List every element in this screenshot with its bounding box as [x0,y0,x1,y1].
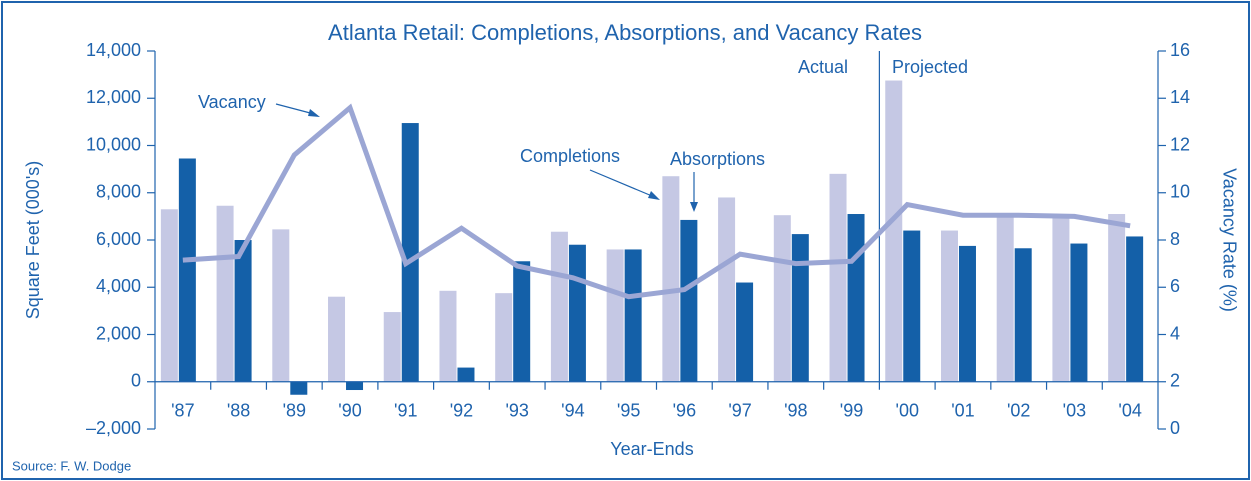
y-tick-label: 14,000 [86,40,141,60]
x-tick-label: '91 [394,401,417,421]
y-tick-label: 10,000 [86,134,141,154]
y2-tick-label: 12 [1170,134,1190,154]
bar [940,230,958,382]
arrows [275,103,698,212]
x-tick-label: '01 [951,401,974,421]
bar [383,312,401,382]
y2-axis-label: Vacancy Rate (%) [1219,168,1239,312]
bar [513,261,531,382]
bar [495,293,513,382]
bar [718,197,736,382]
bar [885,80,903,382]
bar [847,214,865,382]
y-tick-label: 8,000 [96,182,141,202]
bar [216,205,234,382]
x-tick-label: '00 [896,401,919,421]
x-tick-label: '04 [1118,401,1141,421]
bar [624,249,642,382]
bar [1052,216,1070,382]
y-axis-label: Square Feet (000's) [23,161,43,320]
y2-tick-label: 4 [1170,323,1180,343]
bar [1108,214,1126,382]
y2-tick-label: 6 [1170,276,1180,296]
x-tick-label: '95 [617,401,640,421]
series-label: Vacancy [198,92,266,112]
bar [1126,236,1144,382]
x-tick-label: '88 [227,401,250,421]
bar [550,231,568,382]
x-tick-label: '94 [561,401,584,421]
y2-tick-label: 14 [1170,87,1190,107]
source: Source: F. W. Dodge [12,458,131,473]
bar [178,158,196,382]
bar [328,296,346,382]
y-tick-label: 4,000 [96,276,141,296]
bar [1014,248,1032,382]
bar [791,234,809,382]
annotation: Actual [798,57,848,77]
x-tick-label: '92 [450,401,473,421]
x-tick-label: '87 [171,401,194,421]
x-tick-label: '97 [728,401,751,421]
x-tick-label: '03 [1063,401,1086,421]
bar [606,249,624,382]
chart-title: Atlanta Retail: Completions, Absorptions… [328,20,922,45]
y-tick-label: 12,000 [86,87,141,107]
bar [401,123,419,382]
bar [568,244,586,382]
line [182,103,1131,300]
x-axis-label: Year-Ends [610,439,693,459]
bar [272,229,290,382]
y-tick-label: 6,000 [96,229,141,249]
x-tick-label: '89 [283,401,306,421]
x-tick-label: '99 [840,401,863,421]
bar [996,215,1014,382]
bar [457,367,475,382]
bar [234,240,252,382]
bar [773,215,791,382]
x-tick-label: '98 [784,401,807,421]
y2-tick-label: 0 [1170,418,1180,438]
bar [1070,243,1088,382]
bar [439,290,457,382]
y2-tick-label: 8 [1170,229,1180,249]
series-label: Absorptions [670,149,765,169]
annotation: Projected [892,57,968,77]
y2-tick-label: 10 [1170,182,1190,202]
x-tick-label: '90 [338,401,361,421]
bar [903,230,921,382]
bar [160,209,178,382]
y-tick-label: 0 [131,371,141,391]
bar [829,173,847,382]
series-label: Completions [520,146,620,166]
bar [662,176,680,382]
x-tick-label: '02 [1007,401,1030,421]
y-tick-label: –2,000 [86,418,141,438]
bar [680,219,698,382]
y-tick-label: 2,000 [96,323,141,343]
bar [736,282,754,382]
bar [290,381,308,395]
bar [346,381,364,391]
y2-tick-label: 2 [1170,371,1180,391]
y2-tick-label: 16 [1170,40,1190,60]
bar [958,245,976,382]
x-tick-label: '96 [673,401,696,421]
x-tick-label: '93 [505,401,528,421]
